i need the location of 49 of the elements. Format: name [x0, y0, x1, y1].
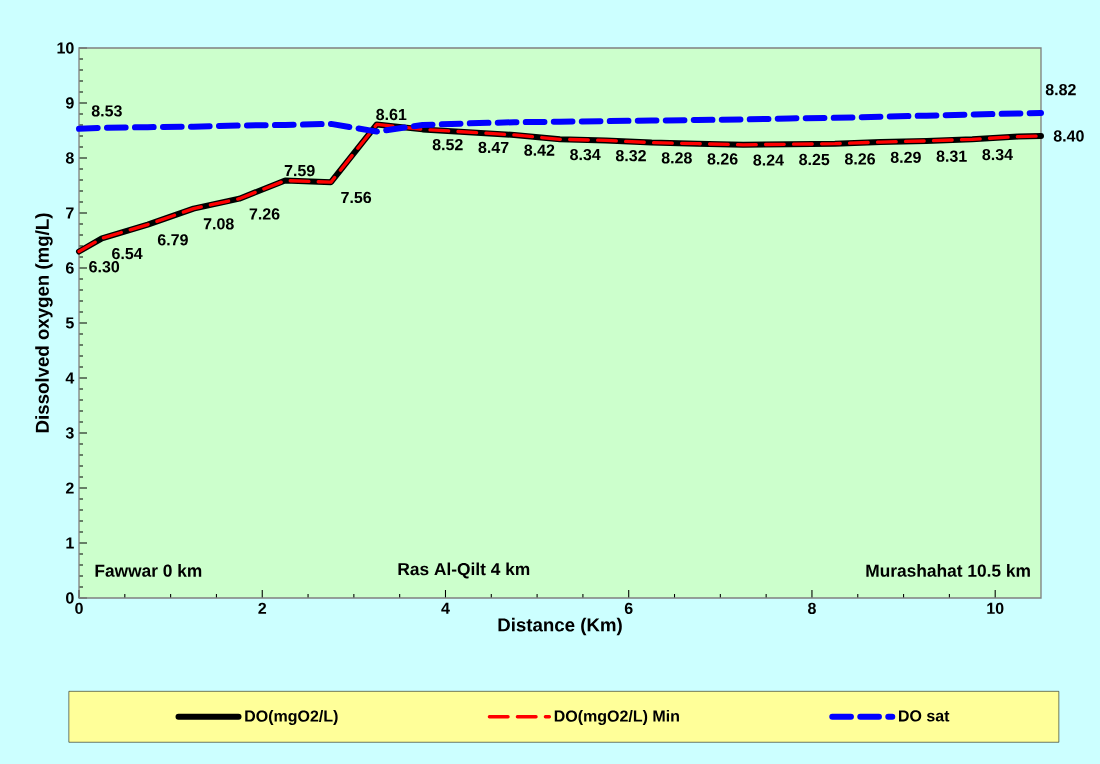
data-label: 8.28	[661, 152, 692, 164]
y-tick-label: 4	[65, 372, 75, 384]
legend-label: DO(mgO2/L)	[245, 710, 338, 725]
data-label: 6.79	[157, 234, 188, 246]
annotation: Murashahat 10.5 km	[866, 564, 1030, 577]
data-label: 7.08	[203, 218, 234, 230]
y-tick-label: 8	[65, 152, 74, 164]
legend-label: DO(mgO2/L) Min	[554, 710, 679, 725]
data-label: 8.25	[799, 153, 830, 166]
data-label: 8.29	[890, 151, 921, 163]
data-label: 8.61	[376, 108, 407, 121]
x-tick-label: 4	[441, 602, 450, 614]
data-label: 8.52	[432, 139, 463, 151]
data-label: 7.26	[249, 208, 280, 220]
y-tick-label: 2	[65, 482, 74, 494]
x-tick-label: 10	[987, 602, 1004, 615]
y-tick-label: 5	[65, 317, 74, 329]
data-label: 8.26	[844, 153, 876, 165]
y-tick-label: 3	[65, 427, 74, 439]
data-label: 8.47	[478, 141, 509, 154]
data-label: 8.34	[570, 148, 601, 161]
y-tick-label: 9	[65, 97, 74, 109]
data-label: 8.82	[1045, 83, 1076, 96]
data-label: 8.42	[524, 144, 555, 156]
annotation: Fawwar 0 km	[95, 564, 202, 577]
x-tick-label: 6	[624, 602, 633, 615]
x-tick-label: 8	[808, 602, 816, 615]
x-axis-title: Distance (Km)	[498, 617, 622, 636]
data-label: 7.59	[284, 164, 315, 177]
y-tick-label: 6	[65, 262, 74, 274]
y-tick-label: 0	[66, 592, 74, 604]
y-tick-label: 1	[66, 537, 74, 549]
data-label: 8.31	[936, 150, 967, 162]
y-tick-label: 10	[57, 42, 74, 54]
y-tick-label: 7	[66, 207, 74, 219]
data-label: 8.26	[707, 153, 738, 165]
data-label: 6.30	[89, 261, 120, 273]
data-label: 6.54	[112, 247, 143, 260]
annotation: Ras Al-Qilt 4 km	[398, 562, 530, 579]
x-tick-label: 0	[75, 602, 83, 615]
y-axis-title: Dissolved oxygen (mg/L)	[35, 213, 53, 433]
data-label: 8.32	[615, 150, 646, 162]
data-label: 8.40	[1053, 130, 1084, 142]
legend-label: DO sat	[899, 710, 950, 722]
x-tick-label: 2	[258, 602, 267, 614]
data-label: 8.24	[753, 154, 784, 166]
data-label: 7.56	[341, 191, 372, 204]
data-label: 8.34	[982, 148, 1013, 161]
data-label: 8.53	[91, 105, 122, 117]
